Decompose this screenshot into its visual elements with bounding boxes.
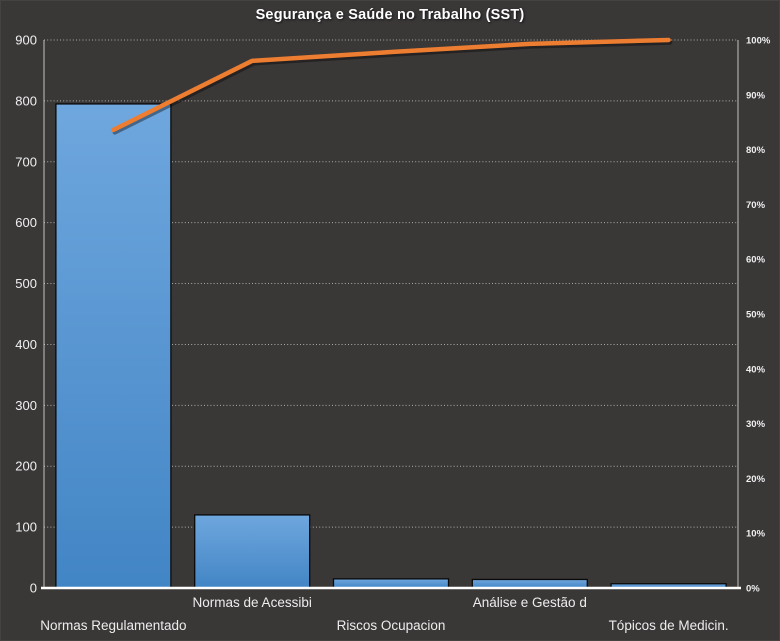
category-label-4: Tópicos de Medicin.	[609, 618, 729, 633]
left-axis-label: 400	[15, 337, 37, 352]
cumulative-line-shadow	[112, 40, 673, 135]
left-axis-label: 200	[15, 459, 37, 474]
category-label-0: Normas Regulamentado	[40, 618, 186, 633]
left-axis-label: 0	[30, 581, 37, 596]
bar-0	[55, 103, 172, 589]
right-axis-label: 50%	[746, 310, 766, 321]
bar-2	[332, 578, 450, 589]
left-axis-label: 300	[15, 398, 37, 413]
left-axis-label: 600	[15, 215, 37, 230]
category-label-1: Normas de Acessibi	[193, 595, 312, 610]
cumulative-line	[111, 37, 671, 133]
left-axis-label: 100	[15, 520, 37, 535]
right-axis-label: 90%	[746, 90, 766, 101]
right-axis-label: 40%	[746, 364, 766, 375]
bar-3	[471, 578, 588, 589]
right-axis-label: 20%	[746, 474, 766, 485]
category-label-3: Análise e Gestão d	[473, 595, 587, 610]
right-axis-label: 100%	[746, 36, 771, 47]
bar-1	[194, 514, 311, 589]
chart-title: Segurança e Saúde no Trabalho (SST)	[255, 7, 525, 23]
left-axis-label: 800	[15, 93, 37, 108]
category-label-2: Riscos Ocupacion	[337, 618, 446, 633]
right-axis-label: 0%	[746, 584, 760, 595]
left-axis-label: 900	[15, 33, 37, 48]
right-axis-label: 30%	[746, 419, 766, 430]
right-axis-label: 60%	[746, 255, 766, 266]
left-axis-label: 700	[15, 154, 37, 169]
right-axis-label: 70%	[746, 200, 766, 211]
right-axis-label: 80%	[746, 145, 766, 156]
right-axis-label: 10%	[746, 529, 766, 540]
left-axis-label: 500	[15, 276, 37, 291]
